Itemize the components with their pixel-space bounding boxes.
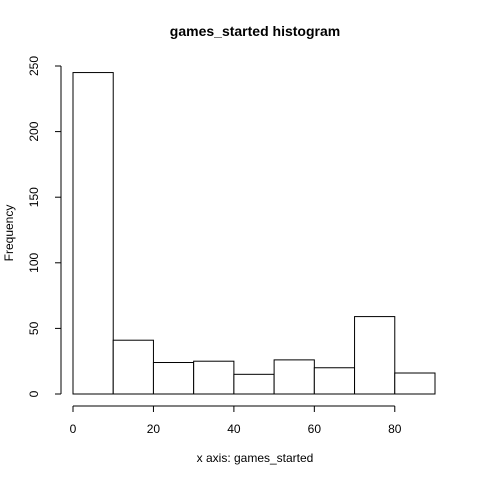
y-tick-label: 0 [27, 390, 41, 397]
y-tick-label: 50 [27, 321, 41, 335]
y-axis-label: Frequency [2, 205, 16, 262]
y-axis: 0 50 100 150 200 250 [27, 56, 62, 397]
x-axis: 0 20 40 60 80 [70, 405, 402, 436]
x-tick-label: 0 [70, 422, 77, 436]
histogram-bar [313, 367, 356, 395]
histogram-bar [233, 373, 275, 395]
histogram-bar [152, 362, 195, 395]
x-axis-label: x axis: games_started [197, 451, 314, 465]
x-tick-label: 80 [388, 422, 402, 436]
y-tick-label: 100 [27, 252, 41, 272]
x-tick-label: 60 [308, 422, 322, 436]
histogram-bar [72, 72, 114, 395]
chart-title: games_started histogram [170, 23, 340, 39]
x-tick-label: 40 [227, 422, 241, 436]
y-tick-label: 200 [27, 121, 41, 141]
y-tick-label: 150 [27, 187, 41, 207]
x-tick-label: 20 [147, 422, 161, 436]
histogram-bar [394, 372, 436, 395]
histogram-bar [193, 360, 235, 395]
y-tick-label: 250 [27, 56, 41, 76]
histogram-bar [112, 339, 154, 395]
histogram-bar [273, 359, 315, 395]
histogram-bar [354, 316, 396, 395]
bars-group [72, 72, 436, 395]
